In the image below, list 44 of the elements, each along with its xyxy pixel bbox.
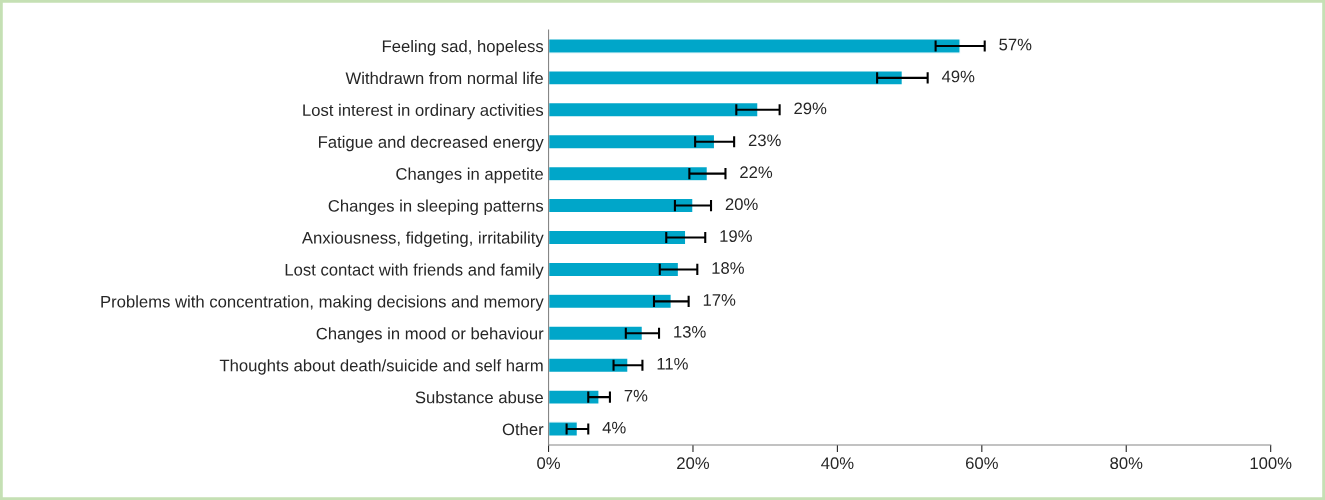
data-label: 20%	[725, 198, 758, 211]
bar	[548, 293, 673, 310]
bar	[548, 389, 600, 405]
bar	[548, 197, 694, 214]
y-tick-label: Fatigue and decreased energy	[318, 135, 544, 152]
y-tick-label: Lost contact with friends and family	[285, 263, 544, 279]
bar	[548, 229, 687, 246]
data-label: 19%	[720, 230, 752, 242]
y-tick-label: Changes in mood or behaviour	[316, 327, 544, 343]
data-label: 29%	[794, 102, 827, 115]
x-tick-label: 60%	[965, 457, 998, 470]
bar	[548, 357, 629, 374]
y-tick-label: Anxiousness, fidgeting, irritability	[301, 231, 544, 247]
data-label: 22%	[740, 166, 773, 179]
bar	[548, 325, 644, 342]
data-label: 4%	[602, 421, 626, 434]
x-tick-label: 0%	[537, 457, 560, 470]
y-tick-label: Lost interest in ordinary activities	[303, 103, 544, 120]
y-tick-label: Other	[502, 423, 544, 436]
x-tick-label: 20%	[677, 457, 710, 470]
bar	[548, 261, 680, 278]
bar	[548, 101, 759, 118]
data-label: 7%	[624, 389, 648, 402]
data-label: 57%	[999, 38, 1032, 51]
data-label: 49%	[941, 70, 975, 83]
data-label: 18%	[712, 262, 744, 274]
y-tick-label: Feeling sad, hopeless	[382, 39, 544, 56]
y-tick-label: Withdrawn from normal life	[345, 71, 543, 85]
data-label: 23%	[748, 134, 781, 147]
data-label: 11%	[657, 357, 688, 370]
x-tick-label: 80%	[1110, 457, 1143, 470]
bar	[548, 38, 961, 54]
y-tick-label: Changes in appetite	[396, 167, 543, 184]
data-label: 17%	[703, 294, 736, 306]
data-label: 13%	[674, 325, 706, 338]
y-tick-label: Substance abuse	[415, 391, 543, 404]
bar	[548, 165, 709, 182]
y-tick-label: Changes in sleeping patterns	[328, 199, 544, 216]
x-tick-label: 40%	[821, 457, 854, 470]
y-tick-label: Thoughts about death/suicide and self harm	[219, 359, 543, 375]
x-tick-label: 100%	[1250, 457, 1292, 470]
y-tick-label: Problems with concentration, making decisions and memory	[101, 295, 544, 311]
bar	[548, 70, 904, 86]
bar	[548, 133, 716, 150]
